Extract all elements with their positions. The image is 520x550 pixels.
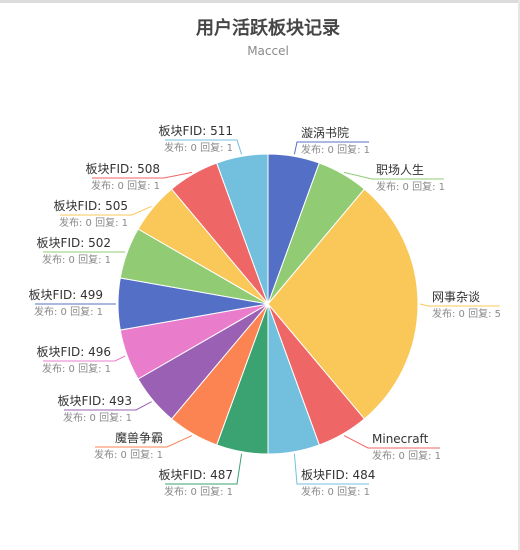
label-leader-line — [95, 435, 193, 448]
label-leader-line — [92, 171, 193, 179]
label-leader-line — [165, 453, 243, 485]
label-leader-line — [419, 303, 500, 307]
chart-subtitle: Maccel — [247, 44, 289, 58]
slice-label-name: Minecraft — [372, 432, 429, 446]
slice-label-name: 板块FID: 484 — [301, 468, 375, 482]
label-leader-line — [293, 453, 369, 485]
label-leader-line — [64, 401, 152, 411]
slice-label-detail: 发布: 0 回复: 1 — [34, 305, 103, 318]
slice-label-name: 板块FID: 499 — [29, 288, 103, 302]
slice-label-detail: 发布: 0 回复: 1 — [63, 411, 132, 424]
slice-label-detail: 发布: 0 回复: 1 — [164, 485, 233, 498]
pie-slices — [117, 153, 419, 455]
slice-label-detail: 发布: 0 回复: 1 — [301, 143, 370, 156]
window-right-border — [518, 0, 520, 550]
chart-title: 用户活跃板块记录 — [196, 18, 340, 39]
label-leader-line — [343, 435, 440, 449]
slice-label-name: 板块FID: 508 — [86, 162, 160, 176]
slice-label-name: 魔兽争霸 — [115, 430, 163, 445]
label-leader-line — [60, 205, 152, 216]
label-leader-line — [343, 171, 444, 180]
label-leader-line — [293, 141, 369, 155]
slice-label-name: 板块FID: 505 — [54, 199, 128, 213]
slice-label-detail: 发布: 0 回复: 5 — [432, 307, 501, 320]
label-leader-line — [43, 355, 126, 362]
slice-label-detail: 发布: 0 回复: 1 — [42, 253, 111, 266]
slice-label-name: 网事杂谈 — [432, 290, 480, 304]
slice-label-name: 板块FID: 502 — [37, 236, 111, 250]
pie-slice[interactable] — [267, 188, 419, 420]
pie-slice[interactable] — [216, 153, 269, 305]
label-leader-line — [165, 139, 243, 155]
window-top-border — [0, 0, 520, 3]
slice-label-detail: 发布: 0 回复: 1 — [91, 179, 160, 192]
slice-label-detail: 发布: 0 回复: 1 — [301, 485, 370, 498]
slice-label-detail: 发布: 0 回复: 1 — [164, 141, 233, 154]
slice-label-detail: 发布: 0 回复: 1 — [59, 216, 128, 229]
slice-label-detail: 发布: 0 回复: 1 — [372, 449, 441, 462]
slice-label-name: 职场人生 — [376, 163, 424, 177]
slice-label-detail: 发布: 0 回复: 1 — [376, 180, 445, 193]
slice-label-name: 板块FID: 496 — [37, 345, 111, 359]
slice-label-detail: 发布: 0 回复: 1 — [94, 448, 163, 461]
slice-label-name: 板块FID: 511 — [159, 124, 233, 138]
slice-label-name: 板块FID: 487 — [159, 468, 233, 482]
slice-label-name: 板块FID: 493 — [58, 394, 132, 408]
slice-label-name: 漩涡书院 — [301, 126, 349, 140]
slice-label-detail: 发布: 0 回复: 1 — [42, 362, 111, 375]
